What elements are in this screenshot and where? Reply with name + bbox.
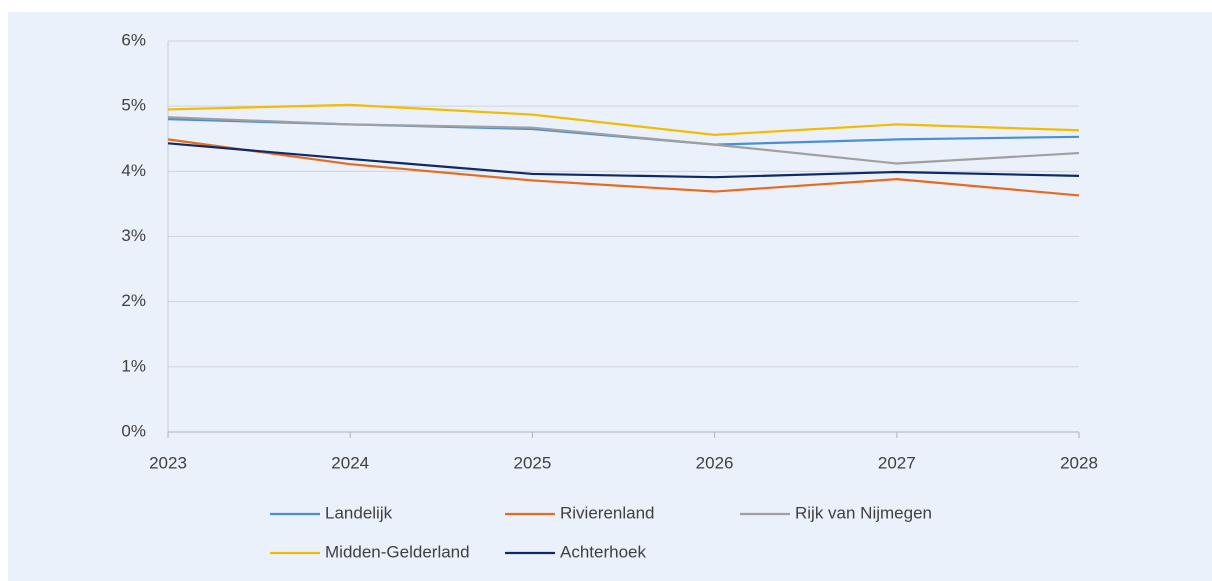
y-tick-label: 2% (121, 291, 146, 310)
x-tick-label: 2028 (1060, 453, 1098, 472)
y-tick-label: 4% (121, 161, 146, 180)
legend-label: Landelijk (325, 503, 393, 522)
series-line (167, 142, 1080, 179)
y-tick-label: 1% (121, 356, 146, 375)
legend-label: Rivierenland (560, 503, 655, 522)
series-line (167, 138, 1080, 197)
y-tick-label: 0% (121, 421, 146, 440)
series-line (167, 116, 1080, 165)
y-tick-label: 3% (121, 226, 146, 245)
x-tick-label: 2027 (878, 453, 916, 472)
x-tick-label: 2024 (331, 453, 369, 472)
legend-label: Midden-Gelderland (325, 542, 470, 561)
x-tick-label: 2023 (149, 453, 187, 472)
y-tick-label: 6% (121, 30, 146, 49)
legend-label: Rijk van Nijmegen (795, 503, 932, 522)
chart-background (8, 12, 1212, 581)
y-tick-label: 5% (121, 96, 146, 115)
series-line (167, 103, 1080, 136)
legend-label: Achterhoek (560, 542, 646, 561)
x-tick-label: 2025 (513, 453, 551, 472)
x-tick-label: 2026 (696, 453, 734, 472)
